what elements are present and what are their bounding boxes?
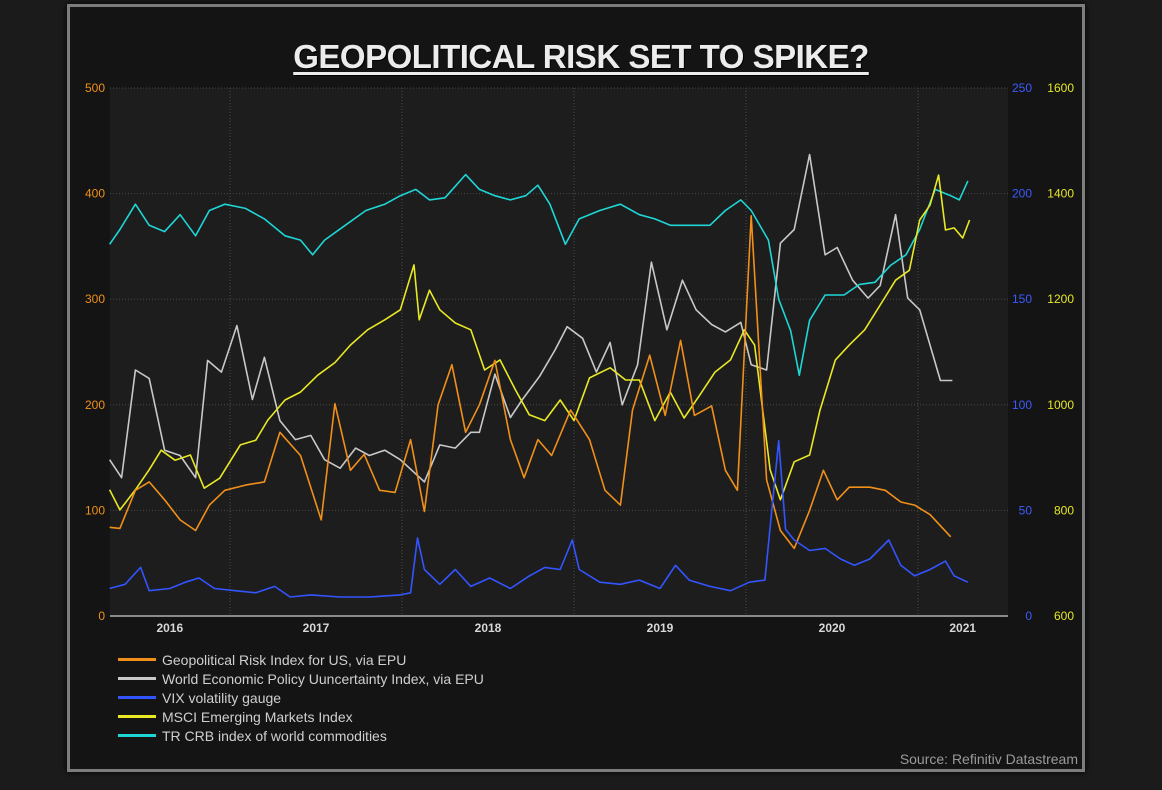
y-right-blue-tick-label: 50 <box>1019 503 1033 517</box>
y-left-tick-label: 0 <box>98 609 105 623</box>
plot-area <box>110 88 1008 616</box>
legend-item: VIX volatility gauge <box>118 688 484 707</box>
y-right-yellow-tick-label: 1200 <box>1047 292 1074 306</box>
x-tick-label: 2016 <box>156 621 183 635</box>
legend-swatch <box>118 658 156 661</box>
x-tick-label: 2021 <box>949 621 976 635</box>
series-line-world-economic-policy-uuncertainty-index-via-epu <box>108 153 953 483</box>
y-right-yellow-tick-label: 1000 <box>1047 398 1074 412</box>
legend-swatch <box>118 696 156 699</box>
legend-item: TR CRB index of world commodities <box>118 726 484 745</box>
y-left-tick-label: 100 <box>85 503 105 517</box>
y-right-yellow-tick-label: 800 <box>1054 503 1074 517</box>
legend-label: Geopolitical Risk Index for US, via EPU <box>162 651 407 668</box>
legend: Geopolitical Risk Index for US, via EPU W… <box>118 650 484 745</box>
legend-label: MSCI Emerging Markets Index <box>162 708 353 725</box>
x-tick-label: 2018 <box>475 621 502 635</box>
series-line-vix-volatility-gauge <box>109 439 969 598</box>
y-right-blue-tick-label: 100 <box>1012 398 1032 412</box>
y-right-yellow-tick-label: 1400 <box>1047 187 1074 201</box>
legend-swatch <box>118 715 156 718</box>
y-left-tick-label: 300 <box>85 292 105 306</box>
y-right-blue-tick-label: 250 <box>1012 81 1032 95</box>
series-line-tr-crb-index-of-world-commodities <box>108 173 969 376</box>
source-note: Source: Refinitiv Datastream <box>899 751 1078 767</box>
y-left-tick-label: 200 <box>85 398 105 412</box>
y-right-yellow-tick-label: 1600 <box>1047 81 1074 95</box>
x-tick-label: 2019 <box>647 621 674 635</box>
legend-item: Geopolitical Risk Index for US, via EPU <box>118 650 484 669</box>
legend-label: VIX volatility gauge <box>162 689 282 706</box>
legend-item: MSCI Emerging Markets Index <box>118 707 484 726</box>
y-right-blue-tick-label: 200 <box>1012 187 1032 201</box>
y-right-blue-tick-label: 0 <box>1025 609 1032 623</box>
series-line-geopolitical-risk-index-for-us-via-epu <box>109 215 952 550</box>
y-left-tick-label: 400 <box>85 187 105 201</box>
legend-swatch <box>118 677 156 680</box>
x-tick-label: 2017 <box>303 621 330 635</box>
legend-label: World Economic Policy Uuncertainty Index… <box>162 670 484 687</box>
y-right-blue-tick-label: 150 <box>1012 292 1032 306</box>
chart-title: GEOPOLITICAL RISK SET TO SPIKE? <box>293 38 869 75</box>
y-right-yellow-tick-label: 600 <box>1054 609 1074 623</box>
x-tick-label: 2020 <box>819 621 846 635</box>
legend-label: TR CRB index of world commodities <box>162 727 387 744</box>
legend-item: World Economic Policy Uuncertainty Index… <box>118 669 484 688</box>
legend-swatch <box>118 734 156 737</box>
y-left-tick-label: 500 <box>85 81 105 95</box>
series-line-msci-emerging-markets-index <box>108 174 971 511</box>
